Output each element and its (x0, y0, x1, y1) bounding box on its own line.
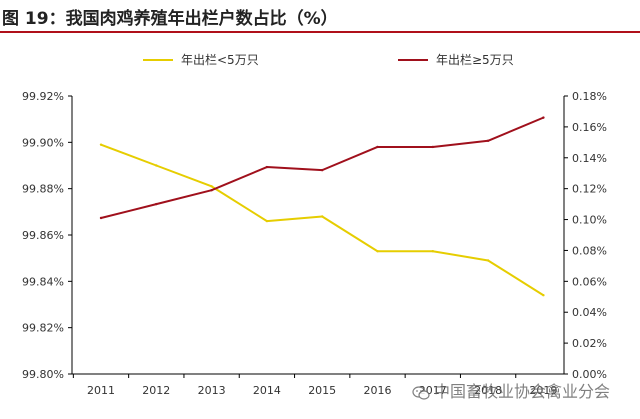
watermark-text: 中国畜牧业协会禽业分会 (434, 382, 611, 401)
series-1-point (155, 164, 158, 167)
series-line-1 (100, 143, 544, 297)
y-left-tick-label: 99.84% (22, 275, 64, 288)
y-left-tick-label: 99.80% (22, 368, 64, 381)
title-rule (0, 31, 640, 33)
x-tick-label: 2016 (364, 384, 392, 397)
series-1-point (376, 250, 379, 253)
y-right-tick-label: 0.10% (572, 214, 607, 227)
series-1-point (265, 219, 269, 223)
x-tick-label: 2014 (253, 384, 281, 397)
series-2-point (99, 216, 103, 220)
y-left-tick-label: 99.92% (22, 90, 64, 103)
watermark: 中国畜牧业协会禽业分会 (412, 378, 610, 402)
y-left-tick-label: 99.88% (22, 183, 64, 196)
figure-title: 图 19：我国肉鸡养殖年出栏户数占比（%） (2, 9, 338, 29)
y-left-tick-label: 99.90% (22, 136, 64, 149)
axes: 99.80% 99.82% 99.84% 99.86% 99.88% 99.90% 99.9… (22, 90, 607, 397)
y-right-tick-label: 0.16% (572, 121, 607, 134)
series-2-point (542, 116, 545, 119)
series-1-point (542, 294, 545, 297)
y-right-tick-label: 0.14% (572, 152, 607, 165)
y-right-tick-label: 0.18% (572, 90, 607, 103)
series-2-point (486, 139, 490, 142)
series-1-point (99, 143, 103, 146)
y-left-tick-label: 99.82% (22, 322, 64, 335)
x-tick-label: 2018 (474, 384, 502, 397)
series-1-point (486, 259, 490, 262)
series-1-point (210, 185, 213, 188)
x-tick-label: 2011 (87, 384, 115, 397)
series-2-point (321, 168, 324, 172)
series-1-point (431, 250, 434, 253)
y-right-tick-label: 0.00% (572, 368, 607, 381)
series-2-point (155, 202, 158, 206)
x-tick-label: 2015 (308, 384, 336, 397)
legend-label-2: 年出栏≥5万只 (436, 52, 514, 67)
y-right-tick-label: 0.12% (572, 183, 607, 196)
series-2-point (265, 165, 269, 169)
legend-label-1: 年出栏<5万只 (181, 52, 259, 67)
series-layer (99, 116, 545, 297)
y-right-tick-label: 0.02% (572, 337, 607, 350)
x-tick-label: 2012 (142, 384, 170, 397)
wechat-icon (412, 385, 430, 400)
y-right-tick-label: 0.04% (572, 306, 607, 319)
series-2-point (431, 145, 434, 149)
series-1-point (321, 215, 324, 218)
legend: 年出栏<5万只 年出栏≥5万只 (143, 52, 514, 67)
series-line-2 (100, 116, 544, 219)
x-tick-label: 2013 (198, 384, 226, 397)
y-right-tick-label: 0.06% (572, 275, 607, 288)
y-right-tick-label: 0.08% (572, 244, 607, 257)
series-2-point (376, 145, 379, 149)
y-left-tick-label: 99.86% (22, 229, 64, 242)
x-tick-label: 2019 (529, 384, 557, 397)
series-2-point (210, 189, 213, 192)
